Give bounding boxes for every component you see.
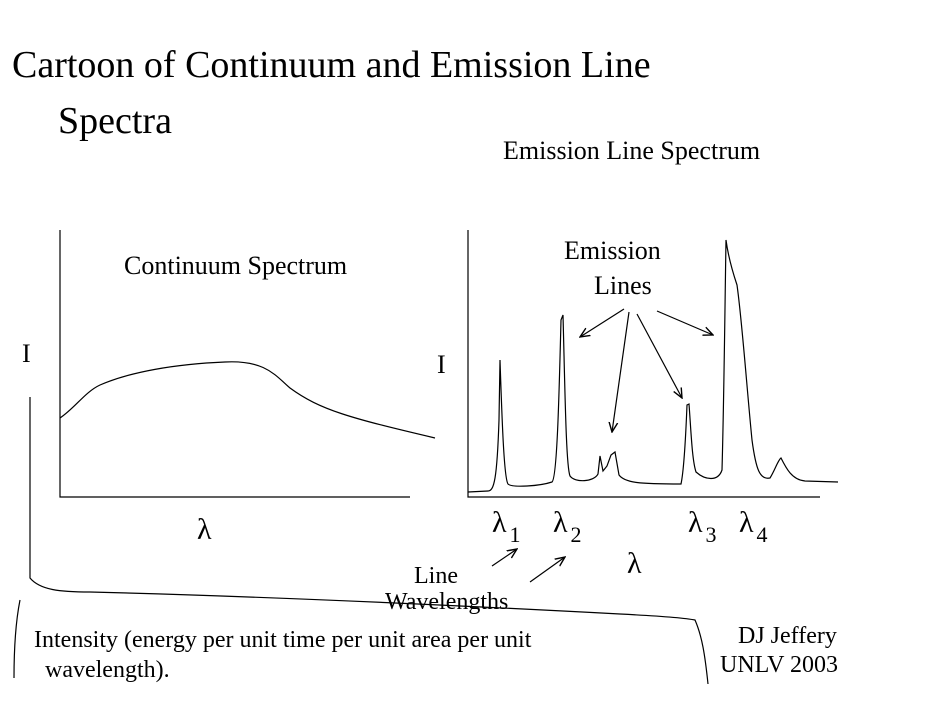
- continuum-axes: [59, 230, 410, 498]
- lambda-2-symbol: λ: [553, 506, 568, 539]
- footnote-line-1: Intensity (energy per unit time per unit…: [34, 627, 532, 653]
- emission-y-axis-label: I: [437, 350, 446, 379]
- emission-annotation-line-2: Lines: [594, 271, 652, 300]
- emission-axes: [467, 230, 820, 498]
- arrow-to-small-lines: [612, 311, 630, 432]
- credit-line-1: DJ Jeffery: [738, 623, 837, 649]
- continuum-x-axis-label: λ: [197, 513, 212, 546]
- emission-panel-title: Emission Line Spectrum: [503, 136, 761, 165]
- continuum-panel-label: Continuum Spectrum: [124, 251, 348, 280]
- continuum-curve: [59, 361, 436, 439]
- title-line-2: Spectra: [58, 100, 172, 142]
- footnote-line-2: wavelength).: [45, 657, 170, 683]
- emission-spectrum-curve: [467, 239, 839, 493]
- lambda-1-symbol: λ: [492, 506, 507, 539]
- lambda-3-symbol: λ: [688, 506, 703, 539]
- intensity-bracket-tail: [13, 599, 21, 679]
- arrow-to-lambda-2: [580, 308, 625, 337]
- lambda-3-index: 3: [705, 522, 717, 547]
- arrow-to-lambda-4: [656, 310, 713, 335]
- continuum-y-axis-label: I: [22, 339, 31, 368]
- arrow-to-lambda-3: [636, 313, 682, 398]
- line-wavelengths-line-1: Line: [414, 563, 458, 589]
- arrow-to-lambda-2-label: [529, 557, 565, 583]
- lambda-4-symbol: λ: [739, 506, 754, 539]
- title-line-1: Cartoon of Continuum and Emission Line: [12, 44, 651, 86]
- credit-line-2: UNLV 2003: [720, 652, 839, 678]
- emission-annotation-line-1: Emission: [564, 236, 661, 265]
- lambda-4-index: 4: [756, 522, 768, 547]
- lambda-1-index: 1: [509, 522, 521, 547]
- arrow-to-lambda-1-label: [491, 549, 517, 567]
- intensity-bracket: [29, 397, 709, 685]
- emission-x-axis-label: λ: [627, 547, 642, 580]
- lambda-2-index: 2: [570, 522, 582, 547]
- line-wavelengths-line-2: Wavelengths: [385, 589, 509, 615]
